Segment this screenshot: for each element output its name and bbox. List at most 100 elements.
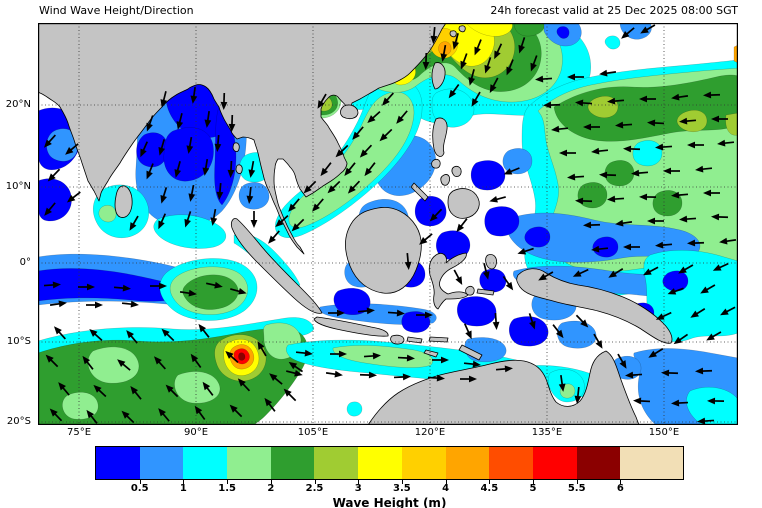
wave-direction-arrow [471, 91, 481, 107]
wave-direction-arrow [117, 359, 131, 371]
wave-area-s-indian-light-b [174, 371, 221, 404]
wave-direction-arrow [269, 373, 283, 385]
wave-area-philsea-dodger [502, 148, 533, 175]
wave-direction-arrow [655, 311, 672, 320]
wave-direction-arrow [456, 218, 468, 233]
colorbar-tick [576, 480, 578, 484]
wave-direction-arrow [673, 333, 689, 345]
wave-direction-arrow [43, 281, 61, 289]
wave-area-bengal-west-patch [136, 132, 169, 168]
wave-area-ecs-yellow-top [465, 23, 513, 37]
colorbar-segment-h10 [139, 447, 184, 479]
colorbar-tick [270, 480, 272, 484]
colorbar-tick-label: 0.5 [130, 483, 149, 494]
wave-direction-arrow [489, 195, 506, 203]
x-tick-label: 135°E [531, 427, 563, 438]
wave-area-luzon-strait-cyan [431, 88, 475, 128]
wave-direction-arrow [146, 163, 154, 180]
wave-area-s-indian-light-a [87, 346, 140, 384]
colorbar-tick-label: 2.5 [305, 483, 324, 494]
wave-direction-arrow [327, 180, 341, 194]
wave-direction-arrow [312, 198, 324, 212]
wave-direction-arrow [492, 312, 500, 330]
wave-direction-arrow [430, 26, 438, 44]
wave-direction-arrow [506, 59, 514, 76]
wave-direction-arrow [648, 348, 664, 358]
wave-direction-arrow [58, 382, 70, 396]
wave-direction-arrow [49, 300, 67, 308]
wave-direction-arrow [194, 405, 206, 420]
colorbar-tick [533, 480, 534, 484]
wave-direction-arrow [379, 128, 393, 142]
wave-direction-arrow [158, 139, 166, 156]
wave-direction-arrow [416, 311, 433, 319]
wave-direction-arrow [703, 189, 720, 197]
wave-direction-arrow [448, 84, 460, 99]
land-ryukyu-b [458, 25, 466, 33]
y-tick-label: 20°N [5, 99, 31, 110]
land-mindoro [431, 158, 441, 169]
wave-area-lanka-green-dot [98, 205, 117, 223]
land-timor [458, 344, 483, 361]
wave-direction-arrow [647, 119, 665, 127]
wave-direction-arrow [357, 307, 375, 315]
wave-direction-arrow [66, 191, 81, 203]
wave-direction-arrow [396, 110, 408, 124]
wave-direction-arrow [453, 269, 463, 285]
wave-direction-arrow [335, 144, 349, 158]
wave-direction-arrow [427, 374, 445, 382]
wave-direction-arrow [220, 92, 228, 110]
wave-direction-arrow [712, 262, 729, 271]
wave-direction-arrow [165, 384, 179, 398]
wave-direction-arrow [363, 352, 381, 360]
wave-direction-arrow [687, 239, 705, 247]
wave-direction-arrow [204, 110, 212, 128]
colorbar-segment-h35 [358, 447, 402, 479]
colorbar-tick [314, 480, 316, 484]
wave-direction-arrow [295, 349, 313, 357]
wave-direction-arrow [631, 169, 649, 177]
wave-direction-arrow [607, 97, 625, 105]
colorbar-tick-label: 5 [529, 483, 537, 494]
land-seram [476, 288, 495, 296]
wave-direction-arrow [474, 39, 482, 56]
wave-direction-arrow [419, 233, 433, 245]
wave-direction-arrow [43, 134, 56, 148]
wave-area-java-sea-deep [333, 288, 371, 315]
wave-direction-arrow [643, 266, 659, 276]
wave-area-sulu-deep [414, 196, 447, 227]
wave-direction-arrow [678, 264, 694, 274]
wave-direction-arrow [113, 284, 131, 292]
wave-direction-arrow [248, 160, 256, 178]
wave-direction-arrow [397, 354, 415, 362]
land-asia-mainland [38, 23, 447, 255]
wave-direction-arrow [543, 101, 561, 109]
wave-area-arafura-deep [509, 316, 549, 347]
forecast-validity-label: 24h forecast valid at 25 Dec 2025 08:00 … [490, 4, 738, 17]
wave-direction-arrow [214, 134, 222, 152]
wave-direction-arrow [639, 95, 656, 103]
wave-direction-arrow [161, 328, 175, 342]
wave-direction-arrow [633, 397, 651, 405]
colorbar-tick [183, 480, 185, 484]
wave-direction-arrow [227, 160, 235, 178]
wave-direction-arrow [695, 165, 713, 173]
wave-direction-arrow [617, 353, 627, 369]
wave-direction-arrow [494, 43, 503, 60]
wave-direction-arrow [288, 198, 300, 212]
wave-direction-arrow [359, 371, 377, 379]
wave-direction-arrow [158, 213, 167, 230]
land-flores [428, 336, 449, 343]
wave-direction-arrow [367, 111, 381, 124]
land-java [313, 316, 389, 337]
wave-direction-arrow [593, 333, 603, 349]
colorbar-segment-h45 [445, 447, 490, 479]
wave-direction-arrow [229, 404, 243, 418]
wave-direction-arrow [530, 55, 538, 72]
x-tick-label: 105°E [297, 427, 329, 438]
wave-direction-arrow [575, 314, 589, 328]
wave-direction-arrow [422, 52, 430, 70]
colorbar-segment-h20 [227, 447, 271, 479]
land-halmahera [485, 254, 497, 270]
